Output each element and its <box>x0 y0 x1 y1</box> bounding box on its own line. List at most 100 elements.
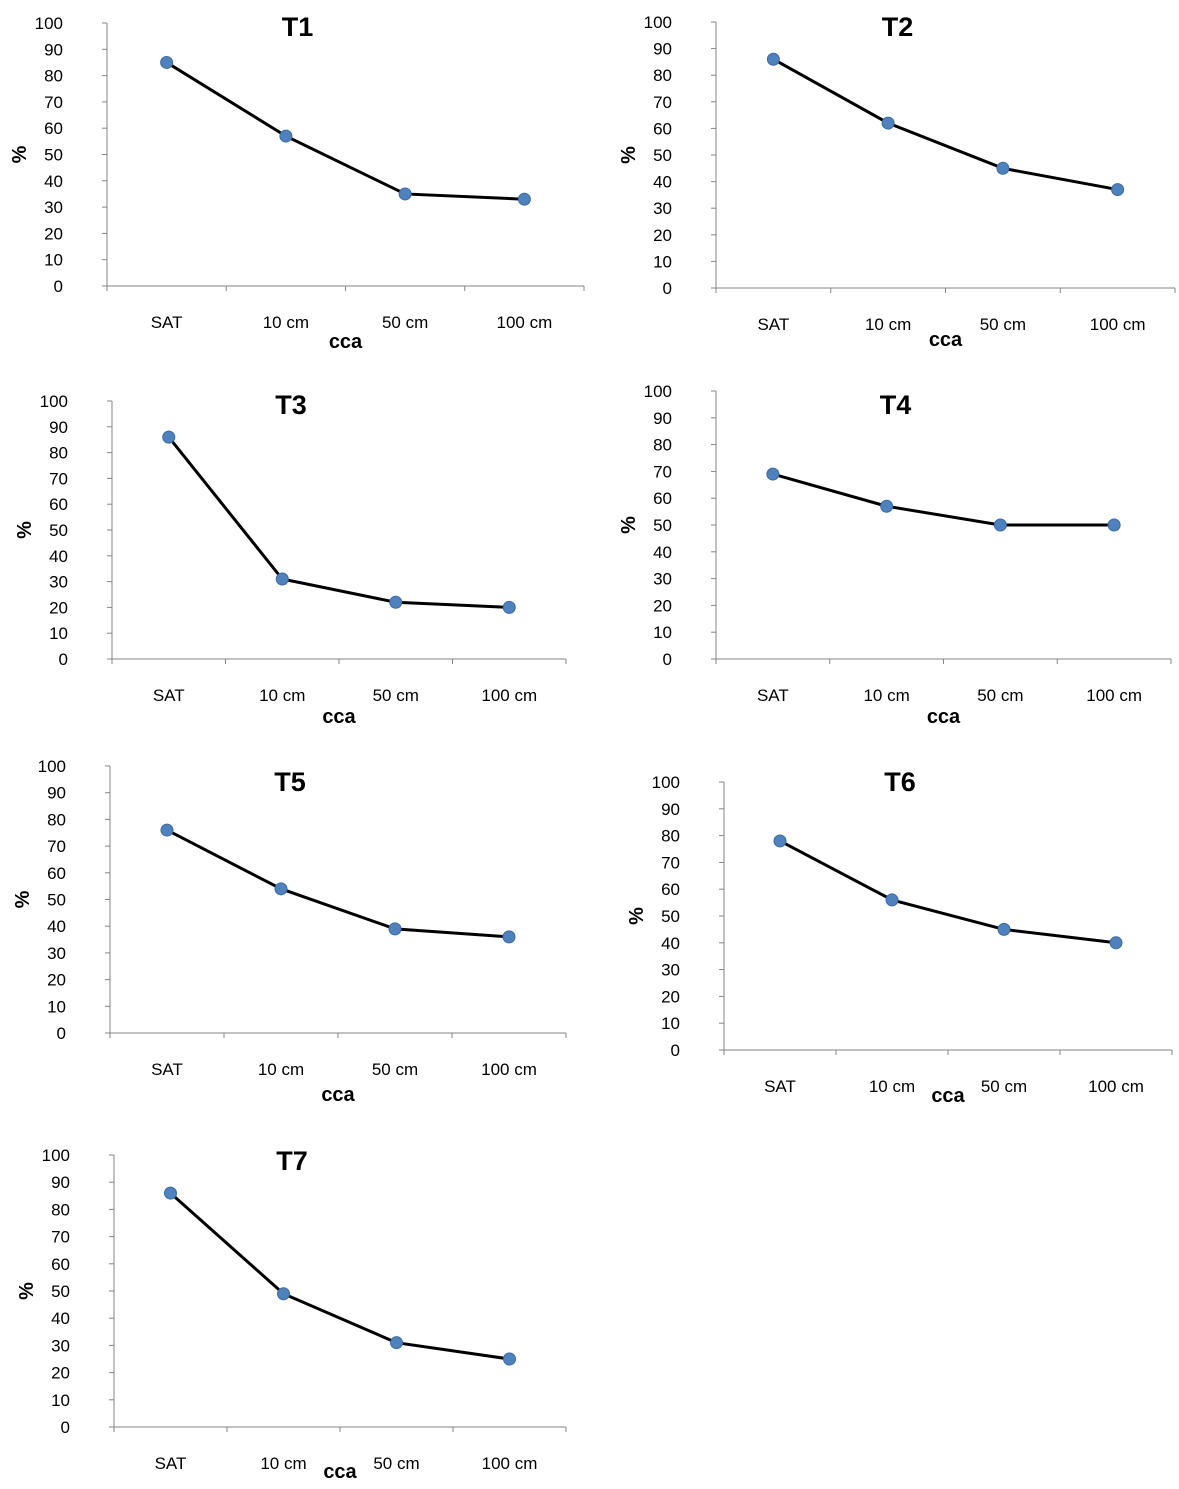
x-tick-label: 50 cm <box>373 686 419 705</box>
y-tick-label: 100 <box>652 773 680 792</box>
y-tick-label: 0 <box>61 1418 70 1437</box>
y-tick-label: 0 <box>59 650 68 669</box>
y-tick-label: 90 <box>661 800 680 819</box>
data-point <box>274 882 288 896</box>
x-tick-label: SAT <box>151 1060 183 1079</box>
y-tick-label: 80 <box>661 827 680 846</box>
y-tick-label: 90 <box>49 418 68 437</box>
y-tick-label: 40 <box>653 543 672 562</box>
data-point <box>164 1186 177 1200</box>
y-tick-label: 80 <box>653 436 672 455</box>
y-tick-label: 100 <box>644 13 672 32</box>
y-tick-label: 100 <box>644 382 672 401</box>
y-axis-title: % <box>14 521 36 539</box>
y-tick-label: 50 <box>49 521 68 540</box>
y-tick-label: 0 <box>57 1024 66 1043</box>
y-tick-label: 0 <box>663 650 672 669</box>
x-tick-label: 10 cm <box>869 1077 915 1096</box>
x-tick-label: 100 cm <box>497 313 553 332</box>
y-tick-label: 100 <box>35 14 63 33</box>
series-line <box>772 57 1118 192</box>
data-point <box>503 1352 516 1366</box>
x-tick-label: SAT <box>153 686 185 705</box>
y-tick-label: 40 <box>51 1309 70 1328</box>
chart-t7: T7 0 10 20 30 40 50 60 70 80 90 100 SAT 10 cm 50 cm 100… <box>16 1146 567 1483</box>
chart-t5: T5 0 10 20 30 40 50 60 70 80 90 100 SAT 10 cm 50 cm 100… <box>12 757 567 1106</box>
chart-title: T4 <box>880 390 912 420</box>
data-point <box>885 893 899 907</box>
y-tick-label: 40 <box>44 172 63 191</box>
x-tick-label: SAT <box>757 686 789 705</box>
y-axis-title: % <box>618 146 640 164</box>
x-tick-label: 50 cm <box>977 686 1023 705</box>
data-point <box>881 116 895 130</box>
y-tick-label: 50 <box>661 907 680 926</box>
data-point <box>162 430 176 444</box>
x-tick-label: SAT <box>155 1454 187 1473</box>
data-point <box>517 192 531 206</box>
data-point <box>160 823 174 837</box>
y-tick-label: 60 <box>49 495 68 514</box>
chart-title: T1 <box>282 12 314 42</box>
y-tick-label: 40 <box>49 547 68 566</box>
series-line <box>165 61 525 201</box>
y-axis-title: % <box>12 890 34 908</box>
x-tick-label: 10 cm <box>263 313 309 332</box>
data-point <box>390 1336 403 1350</box>
x-tick-label: 100 cm <box>482 1454 538 1473</box>
y-tick-label: 90 <box>653 40 672 59</box>
y-tick-label: 60 <box>653 489 672 508</box>
data-point <box>1109 936 1123 950</box>
x-axis-title: cca <box>322 706 356 728</box>
x-tick-label: 10 cm <box>863 686 909 705</box>
y-tick-label: 50 <box>44 146 63 165</box>
x-tick-label: 50 cm <box>980 315 1026 334</box>
y-tick-label: 80 <box>49 444 68 463</box>
data-point <box>279 129 293 143</box>
chart-title: T5 <box>274 767 306 797</box>
y-tick-label: 10 <box>51 1391 70 1410</box>
x-tick-label: SAT <box>757 315 789 334</box>
data-point <box>773 834 787 848</box>
y-tick-label: 0 <box>54 277 63 296</box>
x-tick-label: SAT <box>764 1077 796 1096</box>
y-tick-label: 100 <box>42 1146 70 1165</box>
y-tick-label: 10 <box>44 251 63 270</box>
y-tick-label: 70 <box>49 469 68 488</box>
x-axis-title: cca <box>931 1085 965 1107</box>
y-tick-label: 20 <box>47 971 66 990</box>
chart-title: T2 <box>882 12 914 42</box>
x-tick-label: SAT <box>151 313 183 332</box>
y-tick-label: 60 <box>51 1255 70 1274</box>
series-line <box>167 436 510 609</box>
y-tick-label: 80 <box>653 66 672 85</box>
chart-title: T6 <box>884 767 916 797</box>
y-tick-label: 50 <box>47 891 66 910</box>
y-axis-title: % <box>618 516 640 534</box>
y-tick-label: 70 <box>44 93 63 112</box>
y-tick-label: 30 <box>44 198 63 217</box>
x-tick-label: 10 cm <box>865 315 911 334</box>
y-tick-label: 30 <box>661 961 680 980</box>
data-point <box>996 161 1010 175</box>
y-tick-label: 10 <box>47 997 66 1016</box>
chart-t2: T2 0 10 20 30 40 50 60 70 80 90 100 SAT 10 cm 50 cm 100… <box>618 12 1176 351</box>
y-tick-label: 70 <box>661 853 680 872</box>
y-tick-label: 90 <box>653 409 672 428</box>
y-tick-label: 80 <box>47 810 66 829</box>
x-tick-label: 100 cm <box>481 686 537 705</box>
y-tick-label: 70 <box>653 93 672 112</box>
series-line <box>169 1191 510 1361</box>
y-tick-label: 20 <box>51 1364 70 1383</box>
data-point <box>993 518 1007 532</box>
y-tick-label: 100 <box>38 757 66 776</box>
y-tick-label: 30 <box>51 1336 70 1355</box>
data-point <box>389 595 403 609</box>
x-tick-label: 10 cm <box>259 686 305 705</box>
series-line <box>772 472 1115 527</box>
y-tick-label: 50 <box>653 146 672 165</box>
y-tick-label: 20 <box>44 224 63 243</box>
y-tick-label: 20 <box>653 226 672 245</box>
